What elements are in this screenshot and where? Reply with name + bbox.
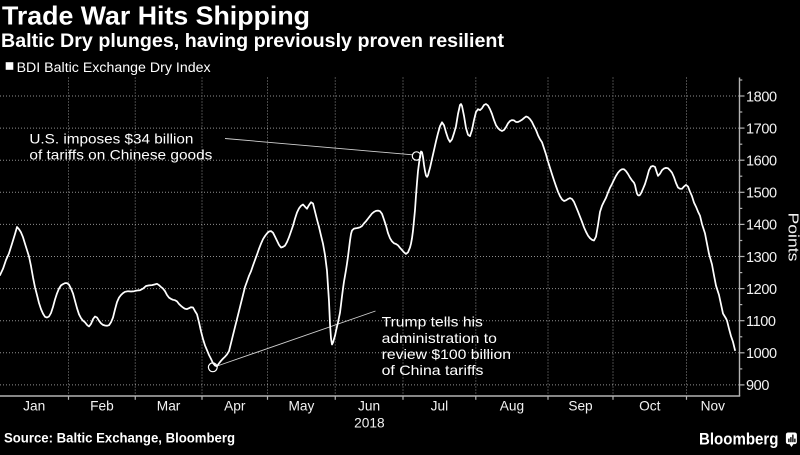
- svg-text:1500: 1500: [746, 186, 777, 202]
- svg-text:May: May: [288, 399, 314, 414]
- svg-text:900: 900: [746, 378, 769, 394]
- svg-text:of tariffs on Chinese goods: of tariffs on Chinese goods: [29, 146, 212, 162]
- svg-text:Source: Baltic Exchange, Bloom: Source: Baltic Exchange, Bloomberg: [4, 430, 235, 445]
- svg-text:1600: 1600: [746, 154, 777, 170]
- svg-text:Oct: Oct: [639, 399, 660, 414]
- svg-text:1200: 1200: [746, 282, 777, 298]
- svg-text:Jun: Jun: [358, 399, 380, 414]
- svg-text:Jul: Jul: [431, 399, 449, 414]
- svg-text:Trade War Hits Shipping: Trade War Hits Shipping: [2, 1, 310, 31]
- svg-text:of China tariffs: of China tariffs: [382, 362, 484, 378]
- svg-text:1400: 1400: [746, 218, 777, 234]
- svg-text:Points: Points: [785, 213, 800, 262]
- svg-text:Bloomberg: Bloomberg: [699, 429, 779, 448]
- svg-text:2018: 2018: [354, 415, 385, 430]
- svg-text:Jan: Jan: [23, 399, 45, 414]
- svg-text:1100: 1100: [746, 314, 776, 330]
- svg-text:administration to: administration to: [382, 330, 498, 346]
- svg-text:Aug: Aug: [500, 399, 524, 414]
- svg-text:1700: 1700: [746, 121, 777, 137]
- svg-text:Sep: Sep: [568, 399, 593, 414]
- svg-text:Apr: Apr: [224, 399, 246, 414]
- svg-text:Trump tells his: Trump tells his: [382, 313, 483, 329]
- svg-text:Feb: Feb: [90, 399, 114, 414]
- svg-text:1300: 1300: [746, 250, 777, 266]
- svg-text:U.S. imposes $34 billion: U.S. imposes $34 billion: [29, 130, 193, 146]
- svg-text:BDI Baltic Exchange Dry Index: BDI Baltic Exchange Dry Index: [17, 60, 211, 75]
- svg-text:1800: 1800: [746, 89, 777, 105]
- svg-text:Nov: Nov: [701, 399, 725, 414]
- svg-text:1000: 1000: [746, 346, 777, 362]
- svg-text:Mar: Mar: [157, 399, 181, 414]
- svg-text:review $100 billion: review $100 billion: [382, 346, 511, 362]
- svg-text:Baltic Dry plunges, having pre: Baltic Dry plunges, having previously pr…: [1, 31, 505, 52]
